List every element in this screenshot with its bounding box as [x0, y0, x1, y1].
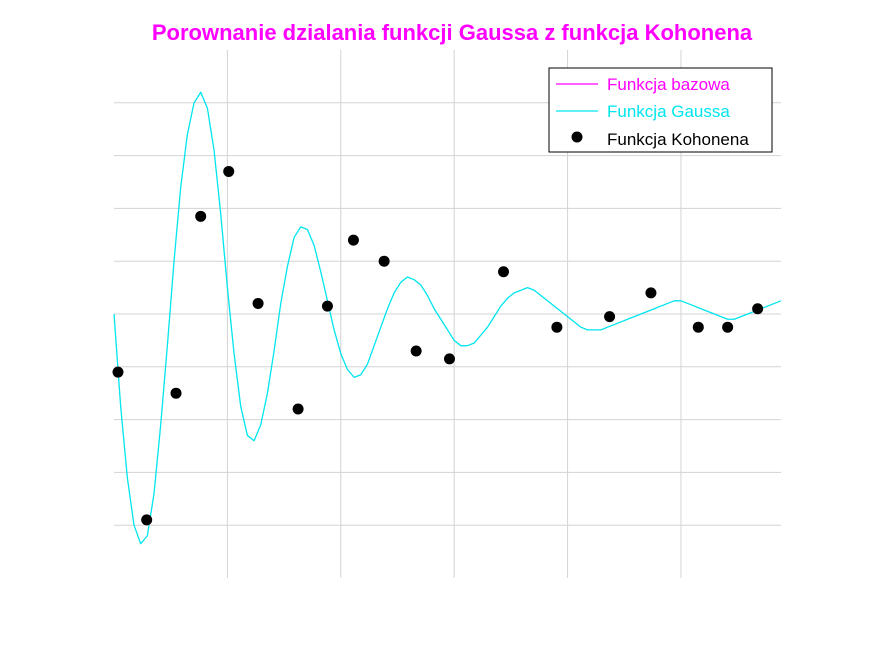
legend-item-funkcja-gaussa: Funkcja Gaussa: [556, 102, 730, 121]
data-point-funkcja-kohonena-14: [551, 321, 563, 333]
data-point-funkcja-kohonena-18: [722, 321, 734, 333]
plot-area: [112, 50, 782, 578]
data-point-funkcja-kohonena-3: [170, 387, 182, 399]
legend-swatch-funkcja-kohonena: [571, 131, 583, 143]
legend-box: [548, 67, 773, 153]
data-point-funkcja-kohonena-19: [752, 303, 764, 315]
data-point-funkcja-kohonena-4: [195, 210, 207, 222]
chart-title: Porownanie dzialania funkcji Gaussa z fu…: [152, 20, 753, 45]
series-line-funkcja-gaussa: [113, 91, 782, 545]
data-point-funkcja-kohonena-9: [347, 234, 359, 246]
legend-label-funkcja-gaussa: Funkcja Gaussa: [607, 102, 730, 121]
data-point-funkcja-kohonena-13: [498, 266, 510, 278]
data-point-funkcja-kohonena-15: [604, 311, 616, 323]
legend-item-funkcja-kohonena: Funkcja Kohonena: [571, 130, 749, 149]
data-point-funkcja-kohonena-11: [410, 345, 422, 357]
data-point-funkcja-kohonena-6: [252, 297, 264, 309]
data-point-funkcja-kohonena-8: [321, 300, 333, 312]
data-point-funkcja-kohonena-10: [378, 255, 390, 267]
data-point-funkcja-kohonena-16: [645, 287, 657, 299]
legend-label-funkcja-kohonena: Funkcja Kohonena: [607, 130, 749, 149]
data-point-funkcja-kohonena-2: [141, 514, 153, 526]
data-point-funkcja-kohonena-1: [112, 366, 124, 378]
legend: Funkcja bazowa Funkcja Gaussa Funkcja Ko…: [548, 67, 773, 153]
series-markers: [112, 165, 764, 526]
data-point-funkcja-kohonena-7: [292, 403, 304, 415]
legend-label-funkcja-bazowa: Funkcja bazowa: [607, 75, 730, 94]
data-point-funkcja-kohonena-12: [444, 353, 455, 365]
data-point-funkcja-kohonena-5: [223, 165, 235, 177]
legend-item-funkcja-bazowa: Funkcja bazowa: [556, 75, 730, 94]
data-point-funkcja-kohonena-17: [692, 321, 704, 333]
series-lines: [113, 91, 782, 545]
